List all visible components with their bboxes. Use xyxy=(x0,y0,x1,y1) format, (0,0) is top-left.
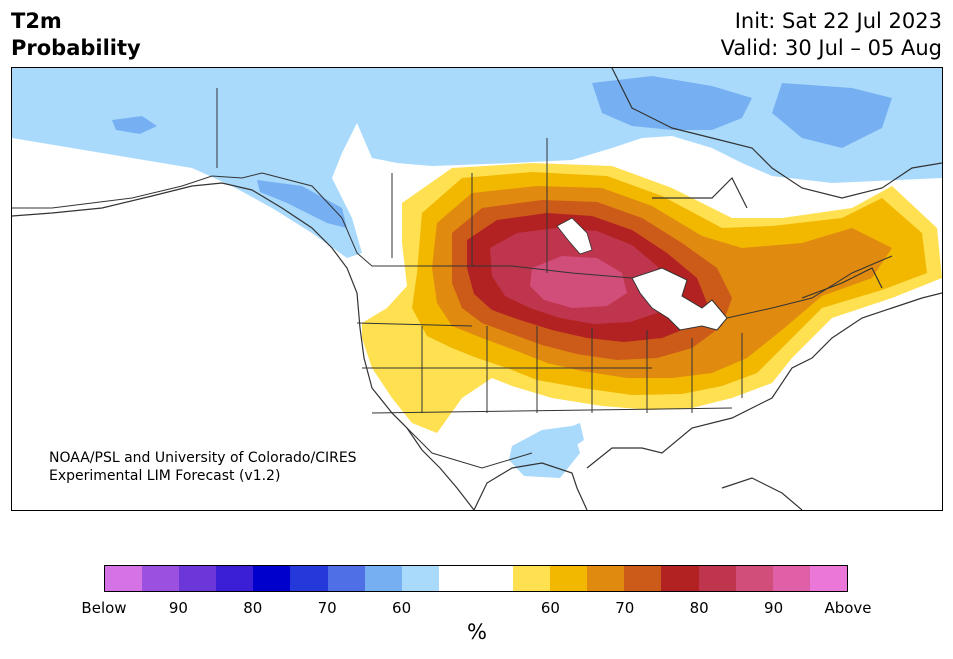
colorbar-tick-label: Below xyxy=(81,599,127,617)
coastlines xyxy=(12,68,942,510)
cold-region-baja xyxy=(567,423,584,448)
cold-core-alaska xyxy=(112,116,157,134)
credit-line-1: NOAA/PSL and University of Colorado/CIRE… xyxy=(49,450,357,466)
colorbar-swatch xyxy=(179,566,217,591)
colorbar-swatch xyxy=(142,566,180,591)
great-lakes xyxy=(631,267,728,331)
colorbar-tick-label: 60 xyxy=(540,599,560,617)
colorbar-swatch xyxy=(216,566,254,591)
colorbar-swatch xyxy=(290,566,328,591)
probability-colorbar xyxy=(104,565,848,592)
credit-line-2: Experimental LIM Forecast (v1.2) xyxy=(49,468,281,484)
colorbar-swatch xyxy=(105,566,143,591)
colorbar-tick-label: 90 xyxy=(168,599,188,617)
warm-95 xyxy=(530,256,627,308)
colorbar-swatch xyxy=(661,566,699,591)
colorbar-swatch xyxy=(624,566,662,591)
cold-core-hudson xyxy=(592,76,752,130)
colorbar-tick-label: 90 xyxy=(764,599,784,617)
colorbar-swatch xyxy=(587,566,625,591)
colorbar-unit: % xyxy=(467,620,487,644)
hudson-small-lake xyxy=(556,217,593,255)
political-boundaries xyxy=(12,88,893,469)
map-panel xyxy=(11,67,943,511)
init-date: Init: Sat 22 Jul 2023 xyxy=(734,9,942,33)
colorbar-swatch xyxy=(364,566,402,591)
forecast-dates: Init: Sat 22 Jul 2023 Valid: 30 Jul – 05… xyxy=(721,8,942,62)
colorbar-swatch xyxy=(550,566,588,591)
colorbar-tick-label: Above xyxy=(824,599,872,617)
title-line-2: Probability xyxy=(11,36,141,60)
probability-map xyxy=(12,68,942,510)
colorbar-swatch xyxy=(513,566,551,591)
map-title: T2m Probability xyxy=(11,8,141,62)
colorbar-swatch xyxy=(809,566,847,591)
colorbar-swatch xyxy=(475,566,514,591)
colorbar-tick-label: 60 xyxy=(392,599,412,617)
cold-core-bc xyxy=(257,180,347,228)
colorbar-swatch xyxy=(253,566,291,591)
colorbar-tick-label: 80 xyxy=(689,599,709,617)
colorbar-tick-label: 70 xyxy=(317,599,337,617)
colorbar-swatch xyxy=(772,566,810,591)
colorbar-tick-label: 80 xyxy=(243,599,263,617)
colorbar-tick-label: 70 xyxy=(615,599,635,617)
valid-date: Valid: 30 Jul – 05 Aug xyxy=(720,36,942,60)
colorbar-swatch xyxy=(735,566,773,591)
colorbar-swatch xyxy=(327,566,365,591)
credit-text: NOAA/PSL and University of Colorado/CIRE… xyxy=(49,449,357,485)
title-line-1: T2m xyxy=(11,9,62,33)
colorbar-swatch xyxy=(401,566,439,591)
colorbar-swatch xyxy=(698,566,736,591)
cold-core-labrador xyxy=(772,83,892,148)
colorbar-swatch xyxy=(438,566,476,591)
